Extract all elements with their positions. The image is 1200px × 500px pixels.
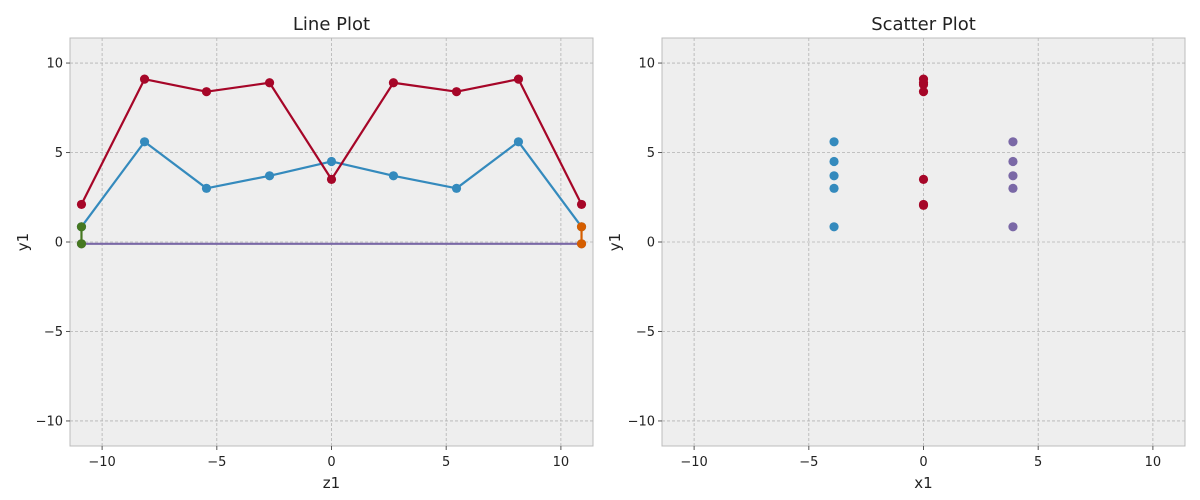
- data-point: [388, 78, 399, 88]
- series-1: [829, 137, 839, 232]
- data-point: [918, 174, 929, 184]
- data-point: [201, 183, 212, 193]
- y-tick-label: −10: [36, 414, 63, 429]
- data-point: [513, 137, 524, 147]
- x-tick-label: 0: [919, 455, 927, 470]
- data-point: [576, 239, 587, 249]
- chart-panel-2: −10 −5 0 5 10 −10 −5 0 5 10 Scatter Plot x1 y1: [606, 14, 1186, 492]
- data-point: [829, 171, 839, 181]
- y-tick-label: 0: [647, 236, 655, 251]
- data-point: [201, 87, 212, 97]
- data-point: [451, 183, 462, 193]
- data-point: [264, 78, 275, 88]
- series-5: [576, 222, 587, 249]
- x-axis-label: x1: [914, 474, 932, 492]
- data-point: [918, 87, 929, 97]
- y-tick-label: −5: [636, 325, 655, 340]
- chart-panel-1: −10 −5 0 5 10 −10 −5 0 5 10 Line Plot z1 y1: [14, 14, 594, 492]
- y-tick-label: 5: [647, 146, 655, 161]
- data-point: [76, 222, 87, 232]
- data-point: [139, 137, 150, 147]
- y-tick-label: 5: [55, 146, 63, 161]
- y-axis-label: y1: [14, 233, 32, 251]
- data-point: [1008, 171, 1018, 181]
- data-point: [829, 137, 839, 147]
- data-point: [576, 222, 587, 232]
- x-tick-label: −5: [799, 455, 818, 470]
- data-point: [326, 174, 337, 184]
- x-tick-label: −10: [680, 455, 707, 470]
- x-axis-label: z1: [323, 474, 340, 492]
- y-tick-label: 10: [638, 57, 655, 72]
- data-point: [1008, 222, 1018, 232]
- chart-title: Scatter Plot: [871, 14, 976, 35]
- data-point: [513, 74, 524, 84]
- data-point: [829, 156, 839, 167]
- y-axis-label: y1: [606, 233, 624, 251]
- data-point: [918, 200, 929, 210]
- x-tick-label: 10: [1145, 455, 1162, 470]
- x-tick-label: 10: [553, 455, 570, 470]
- data-point: [576, 199, 587, 210]
- data-point: [829, 183, 839, 193]
- chart-title: Line Plot: [293, 14, 370, 35]
- data-point: [326, 156, 337, 167]
- data-point: [1008, 156, 1018, 167]
- x-tick-label: 5: [442, 455, 450, 470]
- data-point: [1008, 137, 1018, 147]
- series-4: [76, 222, 87, 249]
- data-point: [918, 79, 929, 90]
- x-tick-label: 5: [1034, 455, 1042, 470]
- y-tick-label: −5: [44, 325, 63, 340]
- data-point: [829, 222, 839, 232]
- x-tick-label: −10: [88, 455, 115, 470]
- y-tick-label: −10: [628, 414, 655, 429]
- x-tick-label: 0: [327, 455, 335, 470]
- data-point: [451, 87, 462, 97]
- data-point: [388, 171, 399, 181]
- data-point: [264, 171, 275, 181]
- x-tick-label: −5: [207, 455, 226, 470]
- series-2: [76, 74, 587, 210]
- data-point: [1008, 183, 1018, 193]
- series-3: [1008, 137, 1018, 232]
- data-point: [76, 239, 87, 249]
- y-tick-label: 0: [55, 236, 63, 251]
- y-tick-label: 10: [46, 57, 63, 72]
- data-point: [76, 199, 87, 210]
- series-2: [918, 74, 929, 210]
- data-point: [139, 74, 150, 84]
